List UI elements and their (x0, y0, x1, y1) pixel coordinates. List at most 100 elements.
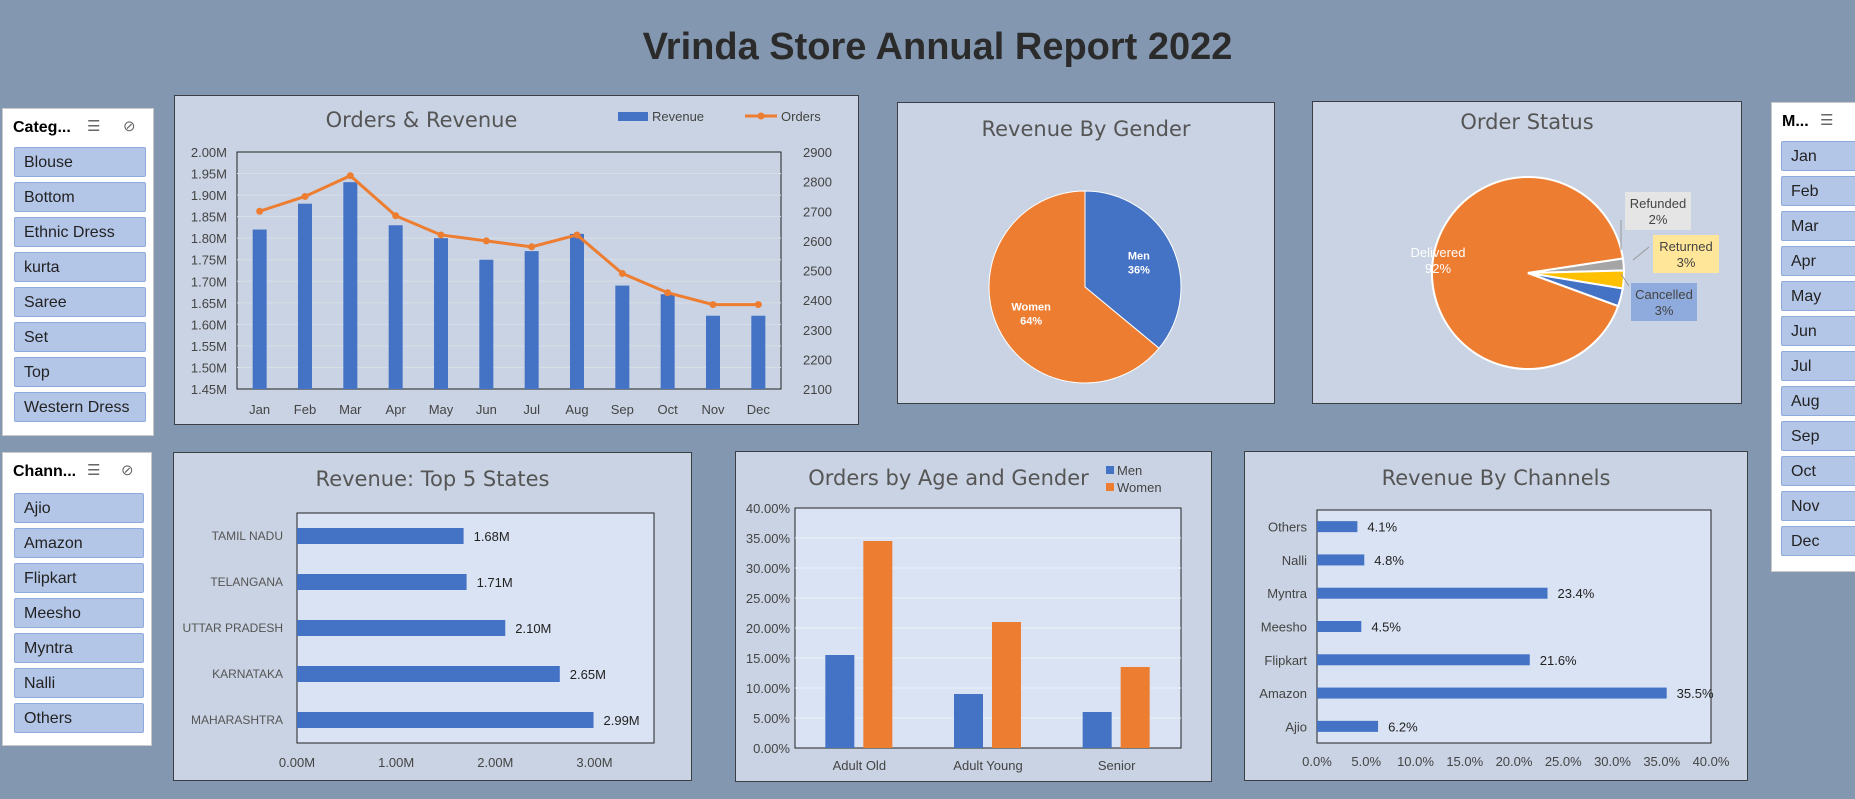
x-tick-label: 2.00M (477, 755, 513, 770)
slicer-item-nalli[interactable]: Nalli (14, 668, 144, 698)
slicer-item-nov[interactable]: Nov (1781, 491, 1855, 521)
x-tick-label: 0.0% (1302, 754, 1332, 769)
channels-panel[interactable]: Revenue By Channels Others 4.1% Nalli 4.8% M… (1244, 451, 1748, 781)
x-tick-label: Adult Old (833, 758, 886, 773)
y-tick-label: 5.00% (753, 711, 790, 726)
slicer-item-western-dress[interactable]: Western Dress (14, 392, 146, 422)
channels-chart: Others 4.1% Nalli 4.8% Myntra 23.4% Meesho 4.5%… (1259, 509, 1730, 769)
data-label: 6.2% (1388, 719, 1418, 734)
channel-bar (1317, 587, 1548, 599)
slicer-item-dec[interactable]: Dec (1781, 526, 1855, 556)
x-tick-label: 35.0% (1643, 754, 1680, 769)
slicer-item-ethnic-dress[interactable]: Ethnic Dress (14, 217, 146, 247)
slicer-item-feb[interactable]: Feb (1781, 176, 1855, 206)
order-status-title: Order Status (1460, 110, 1594, 134)
channel-bar (1317, 654, 1530, 666)
slicer-item-oct[interactable]: Oct (1781, 456, 1855, 486)
slicer-item-jul[interactable]: Jul (1781, 351, 1855, 381)
month-slicer: M... ☰ Jan Feb Mar Apr May Jun Jul Aug Sep Oct Nov… (1771, 102, 1855, 572)
slicer-item-kurta[interactable]: kurta (14, 252, 146, 282)
pie-slice-women (988, 190, 1160, 384)
top-states-panel[interactable]: Revenue: Top 5 States TAMIL NADU 1.68M TEL… (173, 452, 692, 781)
multi-select-icon[interactable]: ☰ (87, 118, 101, 135)
x-tick-label: Sep (611, 402, 634, 417)
slicer-item-blouse[interactable]: Blouse (14, 147, 146, 177)
x-tick-label: Adult Young (953, 758, 1022, 773)
x-tick-label: 5.0% (1351, 754, 1381, 769)
pie-label-value: 64% (1020, 315, 1042, 327)
pie-label-name: Men (1128, 251, 1150, 263)
revenue-bar (388, 225, 403, 389)
age-gender-panel[interactable]: Orders by Age and Gender 40.00% 35.00% 30.… (735, 451, 1212, 782)
x-tick-label: Jun (476, 402, 497, 417)
slicer-item-top[interactable]: Top (14, 357, 146, 387)
data-label: 4.5% (1371, 620, 1401, 635)
slicer-item-mar[interactable]: Mar (1781, 211, 1855, 241)
orders-revenue-panel[interactable]: Orders & Revenue 2.00M 1.95M 1.90M 1.85M 1.8… (174, 95, 859, 425)
revenue-bar (298, 203, 312, 389)
legend-label-orders: Orders (781, 109, 821, 124)
data-label: 35.5% (1677, 686, 1714, 701)
y-tick-label: 15.00% (746, 651, 791, 666)
order-status-chart: Delivered92%Refunded2%Returned3%Cancelle… (1411, 176, 1719, 370)
y-tick-label: 1.45M (191, 382, 227, 397)
callout-leader (1620, 273, 1630, 287)
multi-select-icon[interactable]: ☰ (87, 462, 101, 479)
slicer-item-saree[interactable]: Saree (14, 287, 146, 317)
slicer-item-may[interactable]: May (1781, 281, 1855, 311)
y-tick-label: UTTAR PRADESH (183, 621, 283, 635)
category-slicer-title: Categ... (13, 119, 71, 136)
pie-slice-men (1084, 190, 1182, 349)
slicer-item-ajio[interactable]: Ajio (14, 493, 144, 523)
bar-women (992, 622, 1021, 748)
slicer-item-flipkart[interactable]: Flipkart (14, 563, 144, 593)
slicer-item-myntra[interactable]: Myntra (14, 633, 144, 663)
revenue-bar (706, 315, 720, 389)
channel-bar (1317, 554, 1365, 566)
x-tick-label: Nov (701, 402, 725, 417)
state-bar (297, 574, 467, 590)
y2-tick-label: 2200 (803, 352, 832, 367)
data-label: 4.8% (1374, 553, 1404, 568)
orders-revenue-chart: 2.00M 1.95M 1.90M 1.85M 1.80M 1.75M 1.70M 1.65M… (191, 109, 832, 417)
slicer-item-set[interactable]: Set (14, 322, 146, 352)
orders-point (754, 301, 762, 309)
slicer-item-bottom[interactable]: Bottom (14, 182, 146, 212)
clear-filter-icon[interactable]: ⊘ (121, 462, 134, 479)
slicer-item-amazon[interactable]: Amazon (14, 528, 144, 558)
x-tick-label: Mar (339, 402, 362, 417)
revenue-gender-panel[interactable]: Revenue By Gender Men 36% Women 64% (897, 102, 1275, 404)
revenue-bar (615, 285, 630, 389)
clear-filter-icon[interactable]: ⊘ (123, 118, 136, 135)
x-tick-label: May (429, 402, 454, 417)
y-tick-label: 1.50M (191, 360, 227, 375)
multi-select-icon[interactable]: ☰ (1820, 112, 1834, 129)
x-tick-label: Oct (658, 402, 679, 417)
y-tick-label: Ajio (1285, 719, 1307, 734)
y-tick-label: TAMIL NADU (212, 529, 283, 543)
y-tick-label: 2.00M (191, 145, 227, 160)
bar-men (825, 655, 855, 748)
orders-point (664, 289, 672, 297)
slicer-item-apr[interactable]: Apr (1781, 246, 1855, 276)
x-tick-label: Senior (1098, 758, 1136, 773)
slicer-item-others[interactable]: Others (14, 703, 144, 733)
channel-slicer: Chann... ☰ ⊘ Ajio Amazon Flipkart Meesho Myn… (2, 452, 152, 746)
slicer-item-meesho[interactable]: Meesho (14, 598, 144, 628)
plot-area (1316, 509, 1712, 744)
order-status-panel[interactable]: Order Status Delivered 92% Refunded 2% Retur… (1312, 101, 1742, 404)
pie-label-value: 92% (1425, 261, 1451, 276)
y-tick-label: Others (1268, 520, 1308, 535)
data-label: 1.68M (474, 529, 510, 544)
slicer-item-jun[interactable]: Jun (1781, 316, 1855, 346)
slicer-item-jan[interactable]: Jan (1781, 141, 1855, 171)
x-tick-label: 15.0% (1446, 754, 1483, 769)
channel-bar (1317, 621, 1362, 632)
slicer-item-sep[interactable]: Sep (1781, 421, 1855, 451)
callout-leader (1632, 246, 1650, 261)
channels-title: Revenue By Channels (1381, 466, 1611, 490)
y-tick-label: 1.75M (191, 253, 227, 268)
callout-label-value: 3% (1677, 255, 1696, 270)
slicer-item-aug[interactable]: Aug (1781, 386, 1855, 416)
pie-label-value: 36% (1128, 265, 1150, 277)
